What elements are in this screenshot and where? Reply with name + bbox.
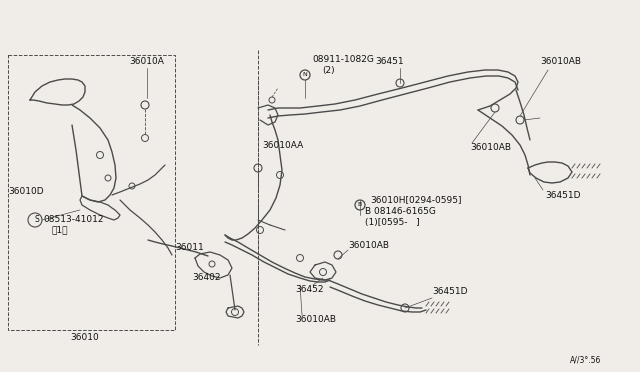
Text: (2): (2) bbox=[322, 65, 335, 74]
Text: 36010AB: 36010AB bbox=[470, 144, 511, 153]
Text: 〈1〉: 〈1〉 bbox=[52, 225, 68, 234]
Text: 36010: 36010 bbox=[70, 334, 99, 343]
Text: 08513-41012: 08513-41012 bbox=[43, 215, 104, 224]
Text: 36452: 36452 bbox=[295, 285, 323, 295]
Text: 36011: 36011 bbox=[175, 244, 204, 253]
Text: 36451D: 36451D bbox=[545, 190, 580, 199]
Text: 36010AA: 36010AA bbox=[262, 141, 303, 150]
Text: (1)[0595-   ]: (1)[0595- ] bbox=[365, 218, 420, 227]
Text: 36451: 36451 bbox=[376, 58, 404, 67]
Text: 36451D: 36451D bbox=[432, 288, 467, 296]
Text: 36402: 36402 bbox=[192, 273, 221, 282]
Text: 08911-1082G: 08911-1082G bbox=[312, 55, 374, 64]
Text: 36010AB: 36010AB bbox=[295, 315, 336, 324]
Text: N: N bbox=[303, 73, 307, 77]
Bar bbox=[8, 55, 175, 330]
Text: S: S bbox=[35, 215, 40, 224]
Text: 36010D: 36010D bbox=[8, 187, 44, 196]
Text: 36010AB: 36010AB bbox=[540, 58, 581, 67]
Text: B 08146-6165G: B 08146-6165G bbox=[365, 206, 436, 215]
Text: 36010AB: 36010AB bbox=[348, 241, 389, 250]
Text: A//3°.56: A//3°.56 bbox=[570, 356, 602, 365]
Text: B: B bbox=[358, 202, 362, 208]
Text: 36010H[0294-0595]: 36010H[0294-0595] bbox=[370, 196, 461, 205]
Text: 36010A: 36010A bbox=[129, 58, 164, 67]
